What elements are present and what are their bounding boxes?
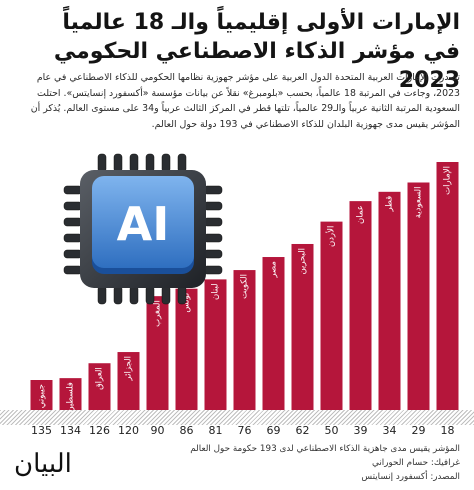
footer-note: المؤشر يقيس مدى جاهزية الذكاء الاصطناعي … — [190, 444, 460, 454]
value-label-12: 126 — [89, 424, 110, 437]
bar-label-10: المغرب — [153, 300, 163, 327]
value-label-6: 69 — [267, 424, 281, 437]
bar-5 — [291, 243, 314, 410]
bar-14 — [30, 380, 53, 410]
baseline-hatch — [0, 410, 474, 425]
intro-paragraph: تصدرت الإمارات العربية المتحدة الدول الع… — [30, 72, 460, 130]
value-label-1: 29 — [412, 424, 426, 437]
chip-label: AI — [117, 197, 170, 251]
bar-6 — [262, 257, 285, 410]
value-label-5: 62 — [296, 424, 310, 437]
bar-4 — [320, 221, 343, 410]
value-label-10: 90 — [151, 424, 165, 437]
value-label-3: 39 — [354, 424, 368, 437]
value-label-11: 120 — [118, 424, 139, 437]
value-label-8: 81 — [209, 424, 223, 437]
bar-0 — [436, 162, 459, 410]
bar-label-0: الإمارات — [443, 166, 453, 195]
value-label-14: 135 — [31, 424, 52, 437]
bar-10 — [146, 296, 169, 410]
bar-label-14: جيبوتي — [37, 384, 47, 408]
value-label-7: 76 — [238, 424, 252, 437]
bar-label-1: السعودية — [414, 186, 424, 218]
page-title: الإمارات الأولى إقليمياً والـ 18 عالمياً… — [14, 8, 460, 95]
graphic-credit: غرافيك: حسام الحوراني — [372, 458, 460, 468]
bar-label-2: قطر — [385, 196, 395, 213]
bar-13 — [59, 378, 82, 410]
title-line-1: الإمارات الأولى إقليمياً والـ 18 عالمياً — [62, 10, 460, 35]
title-line-2: في مؤشر الذكاء الاصطناعي الحكومي 2023 — [53, 39, 460, 93]
bar-8 — [204, 279, 227, 410]
bar-1 — [407, 182, 430, 410]
value-label-0: 18 — [441, 424, 455, 437]
value-label-2: 34 — [383, 424, 397, 437]
bar-label-8: لبنان — [211, 283, 221, 300]
bar-label-3: عمان — [356, 205, 366, 224]
bar-2 — [378, 191, 401, 410]
bar-label-12: العراق — [95, 367, 105, 390]
source-note: المصدر: أكسفورد إنسايتس — [361, 472, 460, 482]
bar-12 — [88, 363, 111, 410]
ai-chip-illustration: AI — [63, 153, 223, 305]
bar-11 — [117, 352, 140, 410]
bar-label-5: البحرين — [298, 248, 308, 275]
bar-7 — [233, 270, 256, 410]
bar-label-9: تونس — [182, 292, 192, 313]
bar-label-7: الكويت — [240, 274, 250, 299]
bar-label-11: الجزائر — [124, 356, 134, 382]
value-label-13: 134 — [60, 424, 81, 437]
bar-3 — [349, 201, 372, 410]
bar-label-6: مصر — [269, 261, 279, 279]
albayan-logo: البيان — [14, 449, 72, 479]
bar-9 — [175, 288, 198, 410]
value-label-9: 86 — [180, 424, 194, 437]
bar-label-4: الأردن — [326, 226, 337, 247]
bar-label-13: فلسطين — [66, 382, 76, 412]
value-label-4: 50 — [325, 424, 339, 437]
